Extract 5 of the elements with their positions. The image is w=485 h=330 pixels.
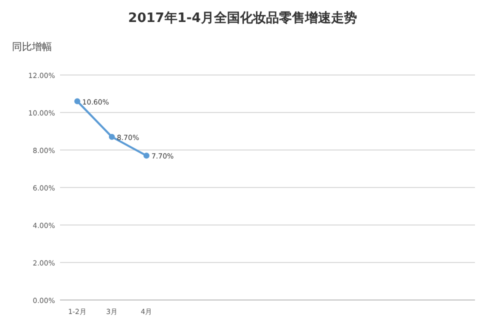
point <box>74 98 80 104</box>
point <box>108 134 115 140</box>
chart-title: 2017年1-4月全国化妆品零售增速走势 <box>128 10 357 26</box>
y-axis-title: 同比增幅 <box>12 41 52 53</box>
point <box>143 152 150 159</box>
